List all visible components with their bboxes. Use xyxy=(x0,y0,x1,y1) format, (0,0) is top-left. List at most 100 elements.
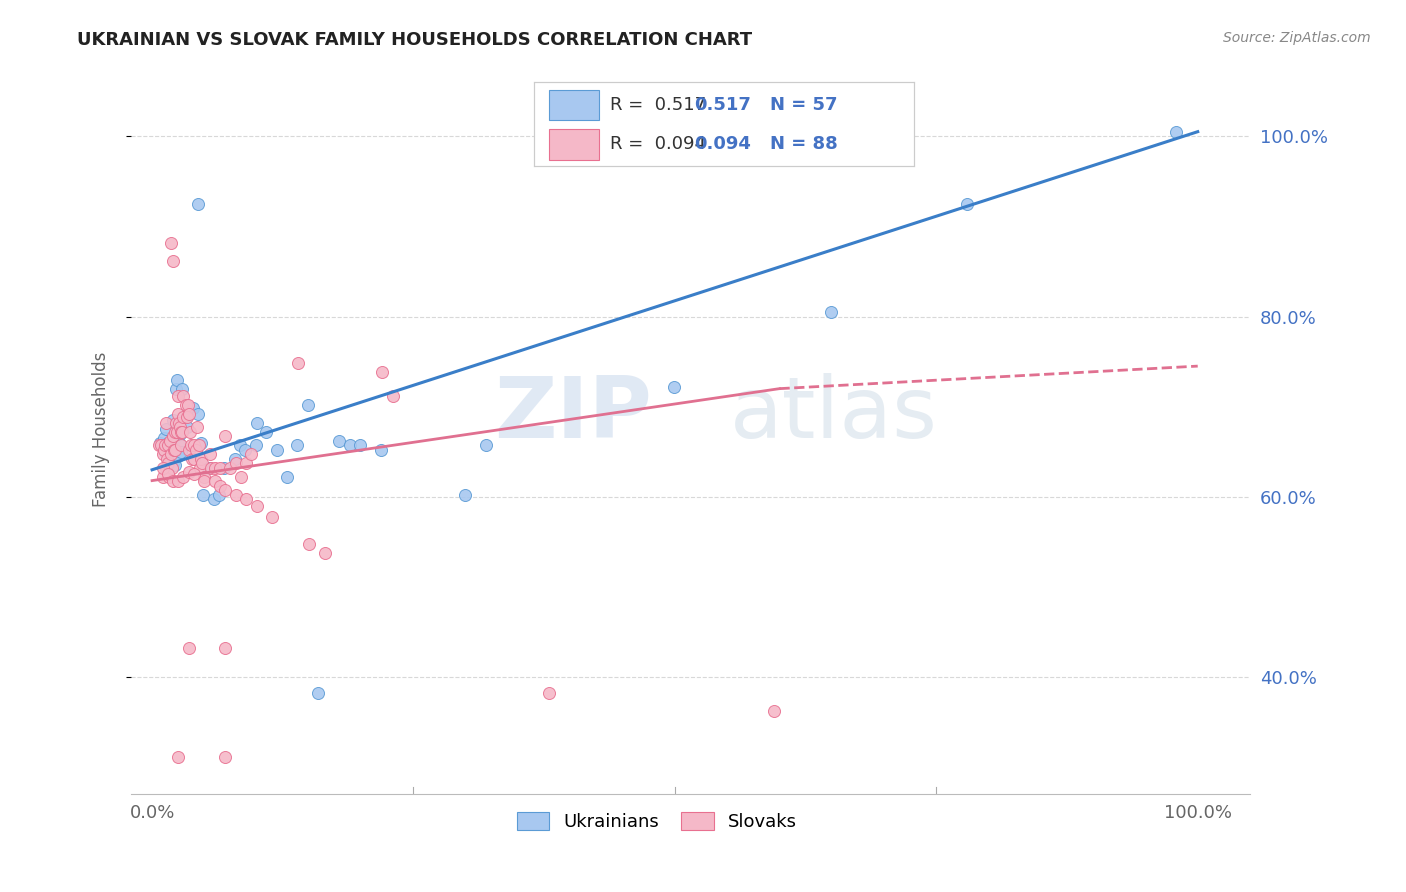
Point xyxy=(167,749,190,764)
Point xyxy=(204,461,226,475)
Point xyxy=(167,435,190,450)
Point xyxy=(174,398,197,412)
Point xyxy=(339,437,361,451)
Point xyxy=(160,235,183,250)
Point xyxy=(200,461,222,475)
Point xyxy=(169,426,191,441)
Point xyxy=(159,434,181,448)
Point xyxy=(172,425,194,439)
Point xyxy=(197,461,219,475)
Point xyxy=(177,442,200,457)
Point xyxy=(474,437,496,451)
Text: Source: ZipAtlas.com: Source: ZipAtlas.com xyxy=(1223,31,1371,45)
Point xyxy=(298,537,321,551)
Point xyxy=(167,474,190,488)
Point xyxy=(172,389,194,403)
Point xyxy=(328,434,350,448)
Text: ZIP: ZIP xyxy=(494,373,651,456)
Point xyxy=(198,446,221,460)
Point xyxy=(370,442,392,457)
Point xyxy=(240,446,263,460)
Point xyxy=(162,474,184,488)
Point xyxy=(225,488,247,502)
Point xyxy=(209,461,232,475)
Point xyxy=(190,452,212,467)
Point xyxy=(172,382,194,396)
Point xyxy=(152,440,174,454)
Point xyxy=(166,425,188,439)
Point xyxy=(538,686,561,700)
Point xyxy=(176,419,198,434)
Point xyxy=(165,416,187,430)
Point xyxy=(169,419,191,434)
Text: UKRAINIAN VS SLOVAK FAMILY HOUSEHOLDS CORRELATION CHART: UKRAINIAN VS SLOVAK FAMILY HOUSEHOLDS CO… xyxy=(77,31,752,49)
Point xyxy=(170,444,193,458)
Point xyxy=(191,456,214,470)
Point xyxy=(214,641,236,656)
Point xyxy=(183,467,205,482)
Point xyxy=(160,435,183,450)
Point xyxy=(150,437,173,451)
Point xyxy=(156,444,179,458)
Point xyxy=(167,450,190,464)
Point xyxy=(214,483,236,497)
Point xyxy=(157,470,180,484)
Point xyxy=(179,425,201,439)
Point xyxy=(174,410,197,425)
Point xyxy=(287,356,309,370)
Point xyxy=(165,458,187,473)
Point xyxy=(229,470,252,484)
Point xyxy=(177,407,200,421)
Point xyxy=(1164,125,1187,139)
Point xyxy=(183,437,205,451)
Point xyxy=(188,461,211,475)
Point xyxy=(202,491,225,506)
Point xyxy=(152,431,174,445)
Point xyxy=(186,419,208,434)
Point xyxy=(187,196,209,211)
Point xyxy=(172,410,194,425)
Point xyxy=(183,452,205,467)
Point xyxy=(162,413,184,427)
Point xyxy=(190,435,212,450)
Point xyxy=(152,442,174,457)
Point xyxy=(155,461,177,475)
Point xyxy=(152,461,174,475)
Point xyxy=(167,407,190,421)
Point xyxy=(157,450,180,464)
Point xyxy=(173,409,195,423)
Point xyxy=(224,452,246,467)
Point xyxy=(180,437,202,451)
Point xyxy=(233,442,256,457)
Point xyxy=(188,437,211,451)
Point xyxy=(349,437,371,451)
Point xyxy=(180,452,202,467)
Point xyxy=(156,435,179,450)
Point xyxy=(262,509,284,524)
Point xyxy=(956,196,979,211)
Point xyxy=(153,437,176,451)
Point xyxy=(155,416,177,430)
Point xyxy=(159,440,181,454)
Point xyxy=(177,641,200,656)
Point xyxy=(193,488,215,502)
Point xyxy=(208,488,231,502)
Point xyxy=(167,416,190,430)
Point xyxy=(166,373,188,387)
Legend: Ukrainians, Slovaks: Ukrainians, Slovaks xyxy=(508,803,806,840)
Point xyxy=(371,366,394,380)
Point xyxy=(156,467,179,482)
Point xyxy=(254,425,277,439)
Point xyxy=(165,431,187,445)
Point xyxy=(177,465,200,479)
Point xyxy=(214,749,236,764)
Point xyxy=(763,705,786,719)
Text: atlas: atlas xyxy=(730,373,938,456)
Point xyxy=(176,410,198,425)
Point xyxy=(314,546,336,560)
Point xyxy=(163,454,186,468)
Point xyxy=(193,470,215,484)
Point xyxy=(662,380,685,394)
Point xyxy=(225,456,247,470)
Point xyxy=(160,446,183,460)
